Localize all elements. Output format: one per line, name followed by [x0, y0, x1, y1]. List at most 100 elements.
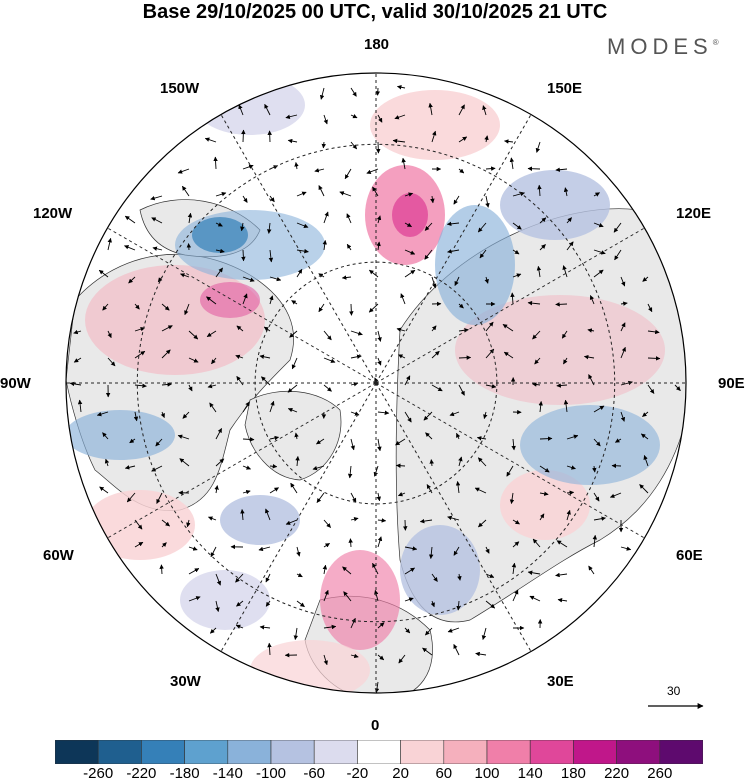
wind-vector	[134, 303, 140, 310]
wind-vector	[563, 399, 569, 413]
wind-vector	[269, 295, 274, 305]
wind-vector	[509, 492, 515, 505]
wind-vector	[259, 625, 271, 630]
wind-vector	[265, 573, 271, 583]
wind-vector	[537, 184, 542, 197]
wind-vector	[512, 249, 520, 255]
wind-vector	[476, 436, 487, 441]
wind-vector	[242, 401, 250, 413]
wind-vector	[457, 573, 462, 581]
wind-vector	[512, 519, 520, 525]
wind-vector	[236, 325, 244, 332]
wind-vector	[394, 114, 406, 120]
wind-vector	[159, 564, 164, 575]
wind-vector	[539, 465, 550, 473]
wind-vector	[241, 129, 246, 143]
wind-vector	[322, 564, 328, 575]
latitude-circle	[136, 143, 616, 623]
wind-vector	[269, 400, 275, 413]
wind-vector	[287, 138, 298, 144]
wind-vector	[296, 248, 309, 254]
wind-vector	[532, 538, 541, 548]
longitude-label-120e: 120E	[676, 205, 712, 222]
wind-vector	[404, 269, 416, 278]
wind-vector	[215, 573, 222, 586]
wind-vector	[532, 330, 541, 340]
wind-vector	[539, 217, 547, 224]
wind-vector	[99, 486, 109, 494]
wind-vector	[318, 185, 325, 197]
wind-vector	[316, 438, 325, 445]
wind-vector	[294, 432, 299, 440]
wind-vector	[341, 275, 352, 280]
wind-vector	[124, 245, 136, 251]
wind-vector	[133, 411, 139, 422]
wind-vector	[350, 141, 358, 150]
wind-vector	[398, 354, 406, 359]
wind-vector	[509, 157, 515, 170]
anomaly-area	[392, 193, 428, 237]
wind-vector	[555, 167, 568, 172]
wind-vector	[458, 104, 465, 116]
wind-vector	[350, 330, 363, 336]
wind-vector	[453, 195, 460, 205]
colorbar-tick-label: 60	[435, 765, 453, 782]
wind-vector	[593, 192, 600, 197]
colorbar-tick-label: 260	[647, 765, 673, 782]
wind-vector	[374, 589, 379, 602]
wind-vector	[369, 269, 379, 278]
wind-vector	[556, 383, 568, 388]
wind-vector	[404, 375, 411, 386]
wind-vector	[312, 465, 325, 471]
wind-vector	[242, 195, 248, 203]
wind-vector	[640, 433, 649, 440]
wind-vector	[396, 463, 406, 468]
wind-vector	[536, 265, 542, 278]
wind-vector	[453, 546, 460, 556]
wind-vector	[458, 303, 464, 309]
wind-vector	[258, 546, 271, 552]
wind-vector	[563, 357, 568, 365]
wind-vector	[458, 355, 472, 360]
wind-vector	[485, 166, 496, 171]
wind-vector	[350, 114, 358, 119]
wind-vector	[296, 546, 301, 557]
wind-vector	[182, 411, 190, 419]
wind-vector	[98, 269, 109, 278]
wind-vector	[539, 436, 553, 441]
wind-vector	[107, 237, 112, 251]
wind-vector	[562, 265, 568, 278]
anomaly-area	[220, 495, 300, 545]
wind-vector	[485, 573, 495, 578]
wind-vector	[242, 489, 251, 495]
wind-vector	[474, 487, 487, 494]
map-title: Base 29/10/2025 00 UTC, valid 30/10/2025…	[142, 1, 608, 23]
colorbar-tick-label: 140	[517, 765, 543, 782]
wind-vector	[535, 141, 541, 153]
wind-vector	[240, 222, 245, 232]
longitude-label-90w: 90W	[0, 375, 31, 392]
wind-vector	[484, 135, 489, 143]
wind-vector	[215, 191, 227, 197]
wind-vector	[431, 325, 437, 332]
wind-vector	[555, 302, 568, 307]
wind-vector	[296, 600, 305, 608]
wind-vector	[529, 595, 541, 602]
wind-vector	[350, 517, 359, 522]
wind-vector	[512, 589, 519, 602]
wind-vector	[269, 435, 280, 441]
wind-vector	[377, 654, 385, 661]
wind-vector	[401, 157, 406, 170]
graticule	[66, 73, 686, 693]
wind-vector	[129, 438, 136, 444]
wind-vector	[458, 168, 465, 174]
wind-vector	[373, 465, 379, 477]
wind-vector	[454, 276, 460, 286]
wind-vector	[377, 536, 383, 548]
wind-vector	[314, 168, 325, 173]
wind-vector	[527, 570, 541, 575]
wind-vector	[404, 192, 414, 197]
wind-vector	[614, 438, 622, 443]
wind-vector	[240, 509, 245, 521]
wind-vector	[377, 410, 390, 415]
